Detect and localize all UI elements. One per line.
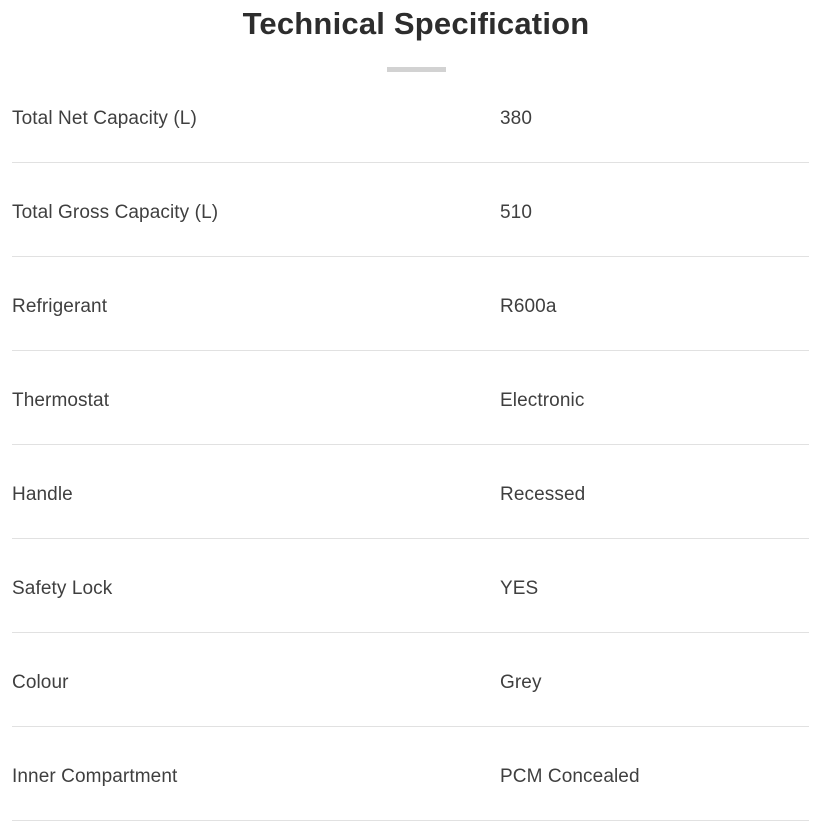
spec-value: Electronic: [500, 389, 585, 411]
title-underline-bar: [386, 67, 446, 72]
spec-label: Colour: [12, 671, 69, 693]
table-row: Total Net Capacity (L) 380: [12, 69, 809, 163]
table-row: Total Gross Capacity (L) 510: [12, 163, 809, 257]
table-row: Thermostat Electronic: [12, 351, 809, 445]
table-row: Refrigerant R600a: [12, 257, 809, 351]
table-row: Inner Compartment PCM Concealed: [12, 727, 809, 821]
spec-value: Grey: [500, 671, 542, 693]
spec-label: Thermostat: [12, 389, 110, 411]
spec-value: Recessed: [500, 483, 586, 505]
table-row: Colour Grey: [12, 633, 809, 727]
spec-table: Total Net Capacity (L) 380 Total Gross C…: [12, 69, 809, 821]
spec-label: Handle: [12, 483, 73, 505]
spec-value: PCM Concealed: [500, 765, 640, 787]
spec-value: R600a: [500, 295, 557, 317]
spec-label: Safety Lock: [12, 577, 113, 599]
spec-label: Total Net Capacity (L): [12, 107, 197, 129]
table-row: Handle Recessed: [12, 445, 809, 539]
spec-label: Inner Compartment: [12, 765, 178, 787]
page-title: Technical Specification: [242, 6, 590, 41]
spec-value: 510: [500, 201, 533, 223]
spec-label: Refrigerant: [12, 295, 108, 317]
spec-value: 380: [500, 107, 533, 129]
spec-value: YES: [500, 577, 539, 599]
spec-label: Total Gross Capacity (L): [12, 201, 219, 223]
table-row: Safety Lock YES: [12, 539, 809, 633]
spec-section-header: Technical Specification: [0, 0, 832, 72]
